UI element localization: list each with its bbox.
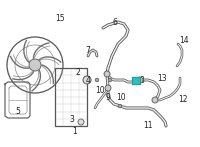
Text: 1: 1 xyxy=(73,127,77,137)
Circle shape xyxy=(137,77,143,83)
Text: 3: 3 xyxy=(70,116,74,125)
Circle shape xyxy=(83,76,91,84)
Circle shape xyxy=(29,59,41,71)
Text: 9: 9 xyxy=(106,92,110,101)
Text: 11: 11 xyxy=(143,122,153,131)
Text: 15: 15 xyxy=(55,14,65,22)
Circle shape xyxy=(104,71,110,77)
Text: 6: 6 xyxy=(113,17,117,26)
Bar xyxy=(55,68,87,126)
Text: 12: 12 xyxy=(178,96,188,105)
Text: 14: 14 xyxy=(179,35,189,45)
Text: 13: 13 xyxy=(157,74,167,82)
Circle shape xyxy=(108,78,112,82)
Text: 10: 10 xyxy=(95,86,105,95)
Text: 4: 4 xyxy=(86,76,90,85)
Circle shape xyxy=(95,78,99,82)
Text: 10: 10 xyxy=(116,92,126,101)
Circle shape xyxy=(78,119,84,125)
Circle shape xyxy=(105,85,111,91)
Circle shape xyxy=(152,97,158,103)
Bar xyxy=(132,77,140,84)
Text: 5: 5 xyxy=(16,107,20,117)
Text: 7: 7 xyxy=(86,46,90,55)
Text: 8: 8 xyxy=(140,76,144,85)
Circle shape xyxy=(118,104,122,108)
Text: 2: 2 xyxy=(76,67,80,76)
Bar xyxy=(132,77,140,84)
